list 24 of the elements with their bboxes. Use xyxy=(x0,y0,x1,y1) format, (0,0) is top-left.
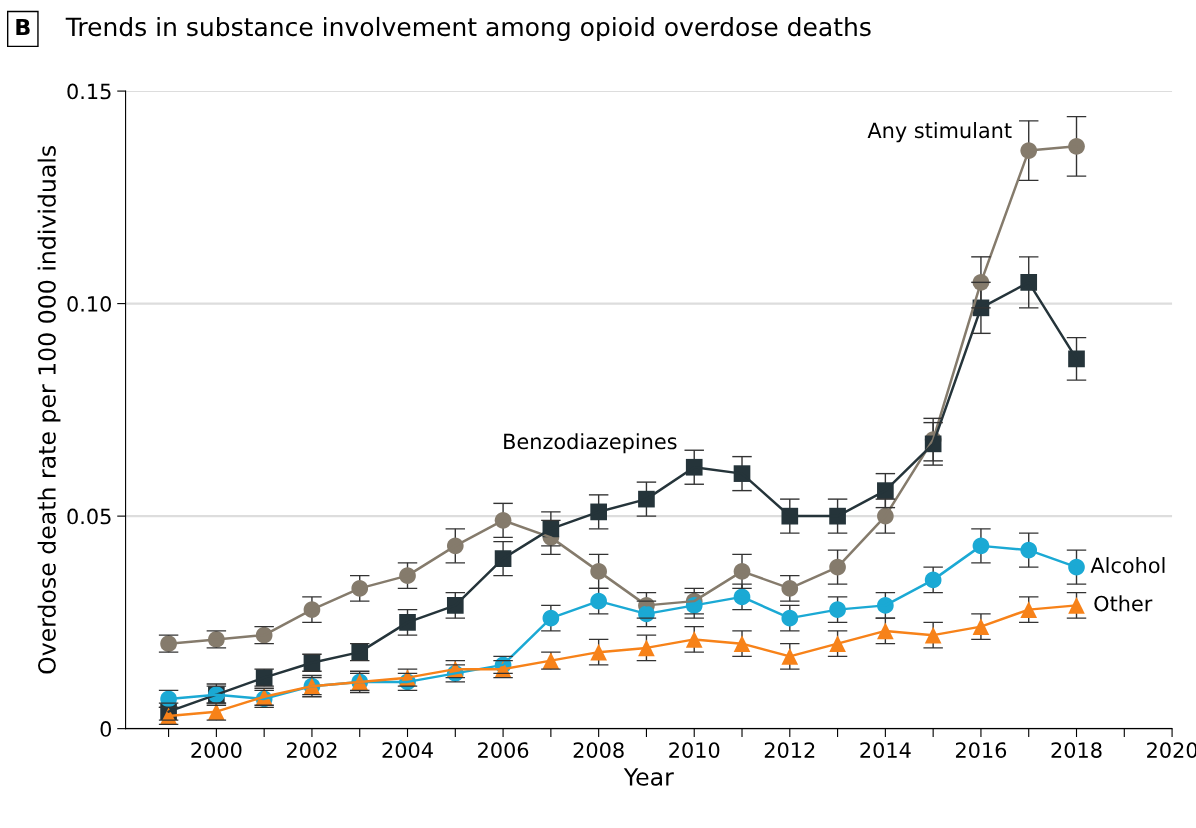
x-tick-label: 2000 xyxy=(191,742,242,758)
x-tick-label: 2006 xyxy=(478,742,529,758)
y-tick-label: 0.05 xyxy=(67,508,111,525)
x-tick-label: 2012 xyxy=(764,742,815,758)
x-tick-label: 2002 xyxy=(286,742,337,758)
x-tick-label: 2008 xyxy=(573,742,624,758)
y-tick-label: 0.15 xyxy=(67,83,111,100)
x-tick-label: 2004 xyxy=(382,742,433,758)
x-tick-label: 2010 xyxy=(669,742,720,758)
point xyxy=(1068,597,1085,614)
point xyxy=(781,648,799,665)
series-label: Alcohol xyxy=(1090,557,1165,574)
x-axis-title: Year xyxy=(623,768,674,786)
series-label: Benzodiazepines xyxy=(504,433,677,454)
chart-title: Trends in substance involvement among opioid overdose deaths xyxy=(65,16,871,42)
y-axis-title: Overdose death rate per 100 000 individuals xyxy=(37,145,61,674)
x-tick-label: 2014 xyxy=(860,742,911,758)
y-tick-label: 0 xyxy=(100,721,111,737)
series-label: Any stimulant xyxy=(867,122,1012,143)
x-tick-label: 2018 xyxy=(1051,742,1102,758)
x-tick-label: 2016 xyxy=(955,742,1007,758)
series-label: Other xyxy=(1094,595,1153,612)
text: B xyxy=(16,18,30,36)
y-tick-label: 0.10 xyxy=(67,296,111,312)
